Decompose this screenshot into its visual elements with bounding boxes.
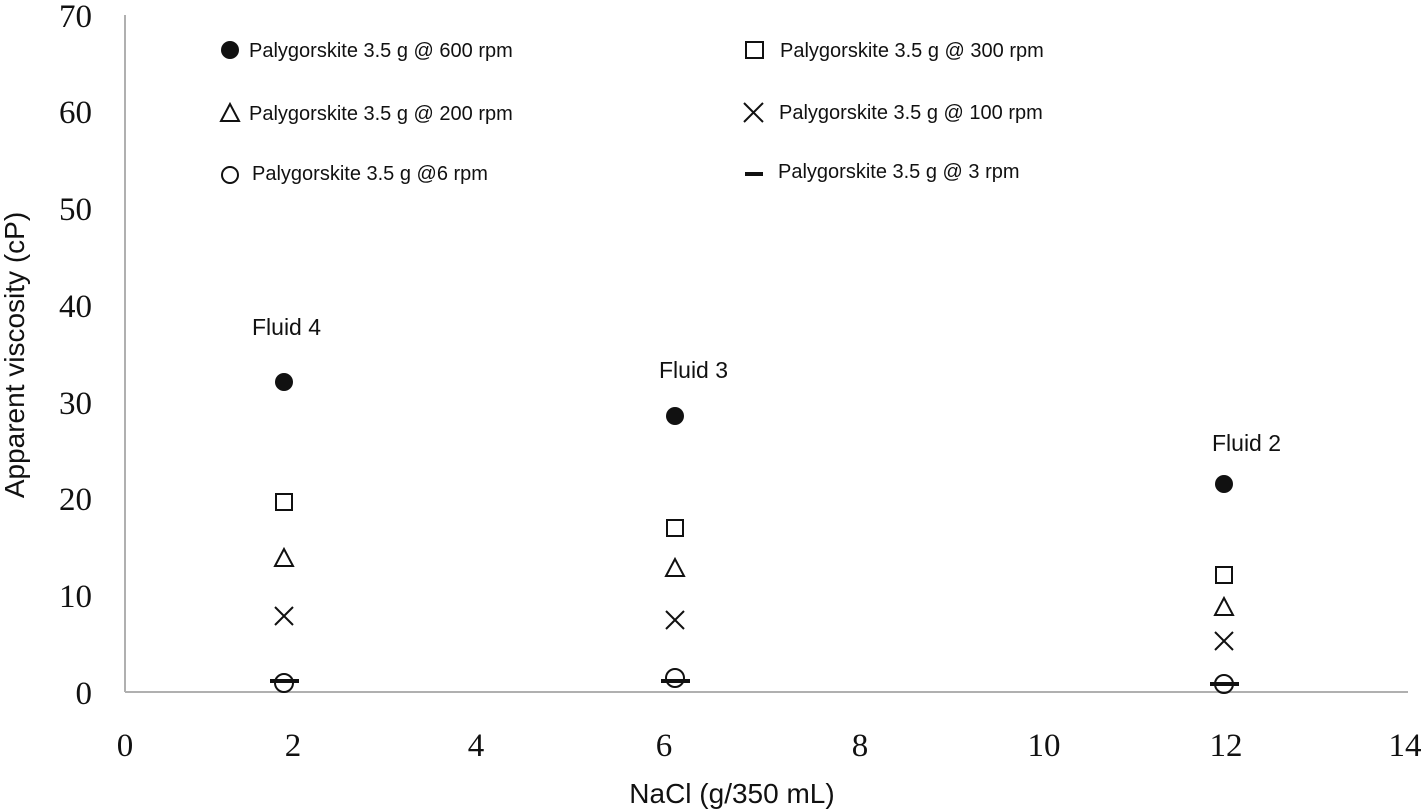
y-axis-title: Apparent viscosity (cP) [0,212,30,498]
y-tick: 20 [59,482,92,518]
x-tick: 0 [117,728,134,764]
legend: Palygorskite 3.5 g @ 600 rpm Palygorskit… [219,40,1044,185]
legend-label: Palygorskite 3.5 g @ 100 rpm [779,102,1043,124]
x-tick: 8 [852,728,869,764]
x-axis-title: NaCl (g/350 mL) [629,778,834,809]
data-point-200rpm [1213,595,1235,616]
annotation-fluid-2: Fluid 2 [1212,430,1281,456]
y-tick: 0 [76,676,93,712]
open-square-icon [745,41,764,59]
legend-item-300rpm: Palygorskite 3.5 g @ 300 rpm [745,40,1044,62]
data-group-fluid-2 [1210,475,1239,694]
legend-label: Palygorskite 3.5 g @ 3 rpm [778,161,1020,183]
legend-label: Palygorskite 3.5 g @ 200 rpm [249,103,513,125]
legend-label: Palygorskite 3.5 g @ 600 rpm [249,40,513,62]
data-point-300rpm [1215,566,1233,584]
y-tick: 40 [59,289,92,325]
x-tick-labels: 0 2 4 6 8 10 12 14 [117,728,1422,764]
legend-item-3rpm: Palygorskite 3.5 g @ 3 rpm [745,161,1020,183]
y-tick-labels: 0 10 20 30 40 50 60 70 [59,0,92,712]
x-tick: 4 [468,728,485,764]
y-tick: 70 [59,0,92,35]
data-group-fluid-4 [270,373,299,693]
y-tick: 30 [59,386,92,422]
y-tick: 10 [59,579,92,615]
annotation-fluid-4: Fluid 4 [252,314,321,340]
legend-item-6rpm: Palygorskite 3.5 g @6 rpm [221,163,488,185]
legend-item-100rpm: Palygorskite 3.5 g @ 100 rpm [743,102,1043,124]
legend-item-600rpm: Palygorskite 3.5 g @ 600 rpm [221,40,513,62]
y-tick: 60 [59,95,92,131]
open-circle-icon [221,166,239,184]
data-group-fluid-3 [661,407,690,688]
data-point-600rpm [1215,475,1233,493]
x-tick: 14 [1389,728,1422,764]
data-point-300rpm [666,519,684,537]
legend-label: Palygorskite 3.5 g @6 rpm [252,163,488,185]
data-point-200rpm [664,556,686,577]
open-triangle-icon [219,101,241,122]
data-point-200rpm [273,546,295,567]
data-point-100rpm [665,610,685,630]
data-point-600rpm [666,407,684,425]
data-point-6rpm [665,668,685,688]
filled-circle-icon [221,41,239,59]
x-tick: 6 [656,728,673,764]
legend-item-200rpm: Palygorskite 3.5 g @ 200 rpm [219,101,513,125]
data-point-100rpm [1214,631,1234,651]
data-point-300rpm [275,493,293,511]
x-tick: 10 [1028,728,1061,764]
legend-label: Palygorskite 3.5 g @ 300 rpm [780,40,1044,62]
x-tick: 2 [285,728,302,764]
y-tick: 50 [59,192,92,228]
x-marker-icon [743,102,764,123]
data-point-100rpm [274,606,294,626]
x-tick: 12 [1210,728,1243,764]
annotation-fluid-3: Fluid 3 [659,357,728,383]
data-point-600rpm [275,373,293,391]
